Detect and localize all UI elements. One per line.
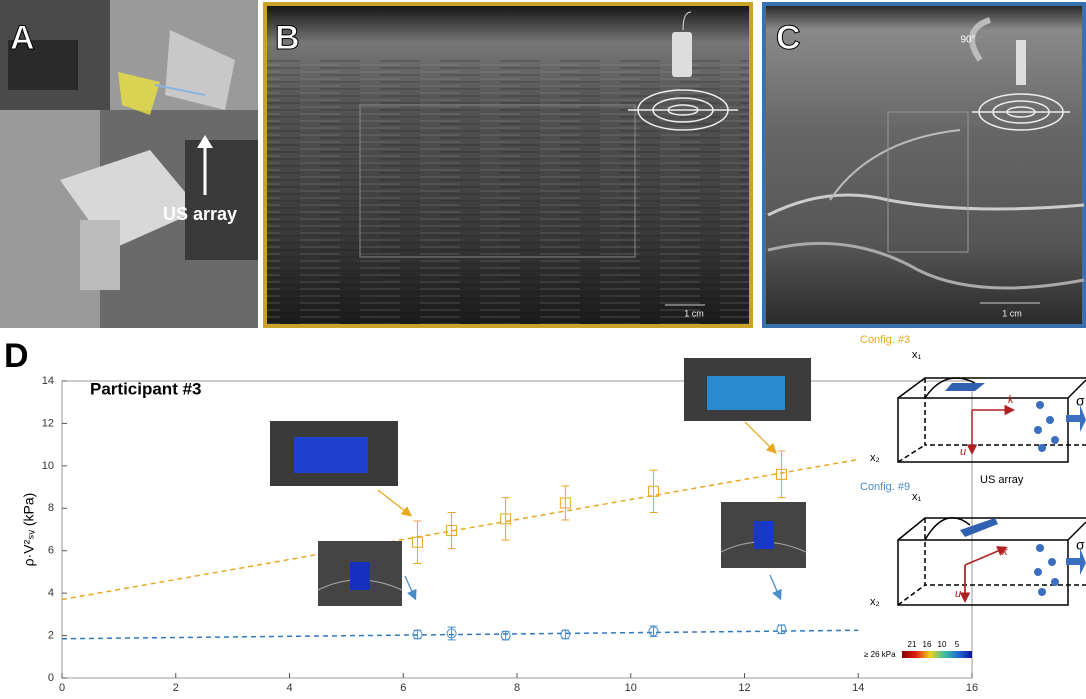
colorbar xyxy=(902,651,972,658)
plot-frame xyxy=(61,380,973,679)
error-bar xyxy=(501,497,510,541)
point xyxy=(446,628,457,639)
point xyxy=(648,485,659,497)
x-tick-label: 6 xyxy=(400,682,406,694)
panel-label: B xyxy=(275,19,300,57)
x-tick-label: 14 xyxy=(852,682,864,694)
vector-label: k xyxy=(1008,394,1014,406)
colorbar-label: 16 xyxy=(923,640,932,649)
vector-label: u xyxy=(955,588,961,600)
axis-name: x₁ xyxy=(912,349,922,361)
point xyxy=(412,629,423,640)
stress-label: σ xyxy=(1076,537,1085,553)
colorbar-label: 21 xyxy=(908,640,917,649)
point xyxy=(559,497,571,509)
point xyxy=(500,513,512,525)
panel-label: C xyxy=(776,19,801,57)
x-tick-label: 12 xyxy=(738,682,750,694)
point xyxy=(411,536,423,548)
x-tick-label: 16 xyxy=(966,682,978,694)
scale-label: 1 cm xyxy=(1002,308,1022,318)
axis-name: x₁ xyxy=(912,491,922,503)
point xyxy=(446,525,458,537)
error-bar xyxy=(649,469,658,514)
scale-label: 1 cm xyxy=(684,308,704,318)
point xyxy=(776,624,787,635)
point xyxy=(500,630,511,641)
ultrasound-c: 90° 1 cm C xyxy=(762,2,1086,328)
y-axis-label: ρ·V²ₛᵥ (kPa) xyxy=(21,493,37,567)
error-bar xyxy=(777,450,786,499)
photo-a: US array A xyxy=(0,0,258,328)
config-diagram: Config. #3 x₁ x₂ k u σ Config. #9 US arr… xyxy=(860,334,1086,659)
angle-label: 90° xyxy=(960,35,975,46)
ultrasound-b: 1 cm B xyxy=(263,2,753,328)
colorbar-label: 10 xyxy=(938,640,947,649)
vector-label: u xyxy=(960,446,966,458)
y-tick-label: 8 xyxy=(48,502,54,514)
axis-name: x₂ xyxy=(870,596,880,608)
error-bar xyxy=(413,520,422,564)
x-tick-label: 4 xyxy=(286,682,292,694)
error-bar xyxy=(447,512,456,550)
panel-label: D xyxy=(4,337,29,375)
stress-label: σ xyxy=(1076,393,1085,409)
x-tick-label: 8 xyxy=(514,682,520,694)
point xyxy=(648,626,659,637)
colorbar-label: 5 xyxy=(955,640,960,649)
chart-title: Participant #3 xyxy=(90,379,202,398)
trend-line xyxy=(61,629,859,640)
x-tick-label: 0 xyxy=(59,682,65,694)
axis-name: x₂ xyxy=(870,452,880,464)
point xyxy=(560,629,571,640)
colorbar-label: ≥ 26 kPa xyxy=(864,650,896,659)
y-tick-label: 12 xyxy=(42,417,54,429)
y-tick-label: 14 xyxy=(42,375,54,387)
x-tick-label: 2 xyxy=(173,682,179,694)
inset-images xyxy=(270,358,811,606)
panel-label: A xyxy=(10,19,35,57)
y-tick-label: 0 xyxy=(48,672,54,684)
config-label: Config. #9 xyxy=(860,481,910,493)
y-tick-label: 6 xyxy=(48,545,54,557)
y-tick-label: 4 xyxy=(48,587,54,599)
photo-label: US array xyxy=(163,204,237,224)
chart: 024681012141602468101214Stress (kPa)ρ·V²… xyxy=(21,375,978,699)
error-bar xyxy=(561,485,570,521)
y-tick-label: 2 xyxy=(48,629,54,641)
array-label: US array xyxy=(980,474,1024,486)
point xyxy=(775,468,787,480)
y-tick-label: 10 xyxy=(42,460,54,472)
error-bar xyxy=(649,625,658,638)
x-tick-label: 10 xyxy=(625,682,637,694)
vector-label: k xyxy=(1002,546,1008,558)
config-label: Config. #3 xyxy=(860,334,910,346)
